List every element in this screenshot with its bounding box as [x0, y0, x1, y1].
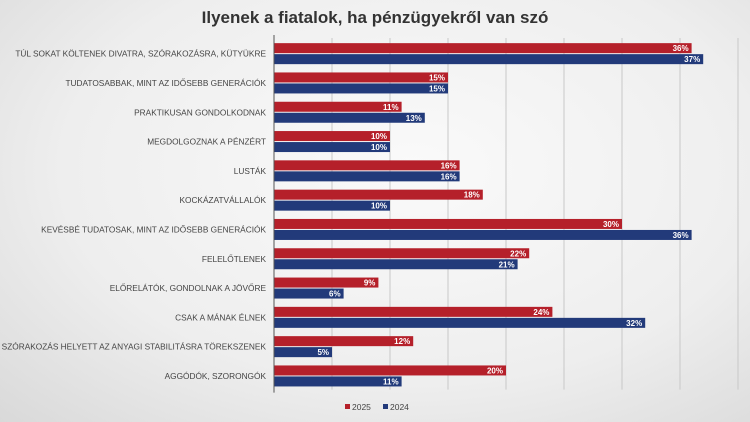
category-label: ELŐRELÁTÓK, GONDOLNAK A JÖVŐRE: [110, 283, 267, 293]
data-label: 10%: [371, 132, 387, 141]
data-label: 16%: [441, 161, 457, 170]
data-label: 22%: [510, 249, 526, 258]
data-label: 11%: [383, 377, 399, 386]
data-label: 6%: [329, 290, 341, 299]
legend-swatch-2025: [345, 404, 350, 409]
data-label: 9%: [364, 279, 376, 288]
data-label: 10%: [371, 143, 387, 152]
data-label: 11%: [383, 103, 399, 112]
bar-2024: [274, 347, 332, 358]
bar-2024: [274, 142, 390, 153]
bar-2025: [274, 72, 448, 83]
bar-2024: [274, 317, 646, 328]
data-label: 10%: [371, 202, 387, 211]
bar-2025: [274, 336, 414, 347]
bar-2024: [274, 229, 692, 240]
bar-2025: [274, 131, 390, 142]
bar-2024: [274, 83, 448, 94]
bar-2025: [274, 218, 622, 229]
bar-2025: [274, 306, 553, 317]
chart-title: Ilyenek a fiatalok, ha pénzügyekről van …: [201, 8, 549, 27]
data-label: 32%: [626, 319, 642, 328]
category-label: TÚL SOKAT KÖLTENEK DIVATRA, SZÓRAKOZÁSRA…: [15, 49, 266, 59]
bar-2024: [274, 259, 518, 270]
data-label: 5%: [317, 348, 329, 357]
category-label: KOCKÁZATVÁLLALÓK: [179, 195, 266, 205]
data-label: 12%: [394, 337, 410, 346]
category-label: CSAK A MÁNAK ÉLNEK: [175, 312, 266, 322]
data-label: 15%: [429, 73, 445, 82]
legend-label-2025: 2025: [352, 402, 371, 412]
category-label: KEVÉSBÉ TUDATOSAK, MINT AZ IDŐSEBB GENER…: [41, 224, 266, 234]
bar-2025: [274, 248, 530, 259]
data-label: 24%: [533, 308, 549, 317]
legend-swatch-2024: [383, 404, 388, 409]
bar-2025: [274, 189, 483, 200]
category-label: MEGDOLGOZNAK A PÉNZÉRT: [147, 137, 266, 147]
category-label: SZÓRAKOZÁS HELYETT AZ ANYAGI STABILITÁSR…: [2, 342, 267, 352]
bar-2024: [274, 112, 425, 123]
data-label: 30%: [603, 220, 619, 229]
category-label: FELELŐTLENEK: [202, 254, 267, 264]
bar-2025: [274, 365, 506, 376]
bar-2024: [274, 376, 402, 387]
data-label: 16%: [441, 172, 457, 181]
data-label: 36%: [673, 231, 689, 240]
data-label: 18%: [464, 191, 480, 200]
bar-2024: [274, 171, 460, 182]
legend-label-2024: 2024: [390, 402, 409, 412]
bar-2025: [274, 43, 692, 54]
data-label: 36%: [673, 44, 689, 53]
category-label: TUDATOSABBAK, MINT AZ IDŐSEBB GENERÁCIÓK: [65, 78, 266, 88]
data-label: 37%: [684, 55, 700, 64]
bar-2024: [274, 54, 704, 65]
data-label: 21%: [499, 260, 515, 269]
bar-2025: [274, 160, 460, 171]
data-label: 15%: [429, 84, 445, 93]
bar-2024: [274, 200, 390, 211]
bar-2025: [274, 101, 402, 112]
bar-2025: [274, 277, 379, 288]
category-label: AGGÓDÓK, SZORONGÓK: [165, 371, 267, 381]
category-label: PRAKTIKUSAN GONDOLKODNAK: [134, 107, 266, 117]
data-label: 13%: [406, 114, 422, 123]
data-label: 20%: [487, 366, 503, 375]
bar-2024: [274, 288, 344, 299]
category-label: LUSTÁK: [234, 166, 267, 176]
